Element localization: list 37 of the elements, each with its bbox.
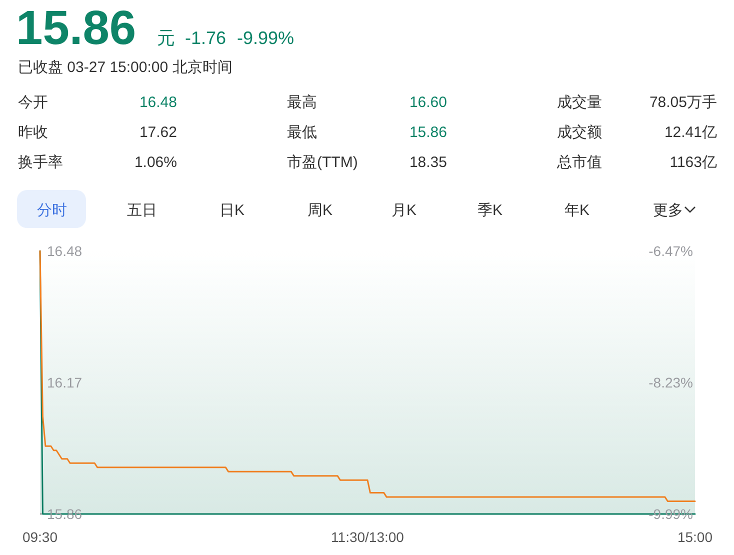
y2-tick-label: -6.47% bbox=[648, 242, 693, 259]
text: 总市值 bbox=[556, 154, 602, 171]
text: 今开 bbox=[18, 94, 48, 111]
text: 成交额 bbox=[557, 124, 602, 141]
text: -9.99% bbox=[237, 28, 294, 48]
text: 更多 bbox=[653, 202, 683, 219]
x-tick-label: 09:30 bbox=[22, 529, 58, 545]
y-tick-label: 16.48 bbox=[47, 242, 82, 259]
text: 1.06% bbox=[134, 154, 177, 171]
text: -1.76 bbox=[185, 28, 226, 48]
text: 18.35 bbox=[409, 154, 447, 171]
text: 最低 bbox=[287, 124, 317, 141]
text: 成交量 bbox=[557, 94, 602, 111]
y-tick-label: 16.17 bbox=[47, 374, 82, 390]
text: 月K bbox=[391, 202, 417, 219]
text: 已收盘 03-27 15:00:00 北京时间 bbox=[18, 59, 232, 76]
text: 日K bbox=[219, 202, 245, 219]
x-tick-label: 15:00 bbox=[677, 529, 713, 545]
text: 15.86 bbox=[409, 124, 447, 141]
text: 17.62 bbox=[139, 124, 177, 141]
text: 昨收 bbox=[18, 124, 48, 141]
text: 12.41亿 bbox=[664, 124, 717, 141]
text: 周K bbox=[307, 202, 333, 219]
text: 16.48 bbox=[139, 94, 177, 111]
text: 年K bbox=[564, 202, 590, 219]
text: 换手率 bbox=[18, 154, 63, 171]
text: 16.60 bbox=[409, 94, 447, 111]
text: 分时 bbox=[37, 202, 67, 219]
text: 最高 bbox=[287, 94, 317, 111]
text: 五日 bbox=[127, 202, 157, 219]
text: 市盈(TTM) bbox=[287, 154, 358, 171]
text: 1163亿 bbox=[670, 154, 717, 171]
text: 78.05万手 bbox=[649, 94, 717, 111]
text: 季K bbox=[477, 202, 503, 219]
y2-tick-label: -8.23% bbox=[648, 374, 693, 390]
x-tick-label: 11:30/13:00 bbox=[331, 529, 404, 545]
text: 元 bbox=[157, 28, 175, 48]
